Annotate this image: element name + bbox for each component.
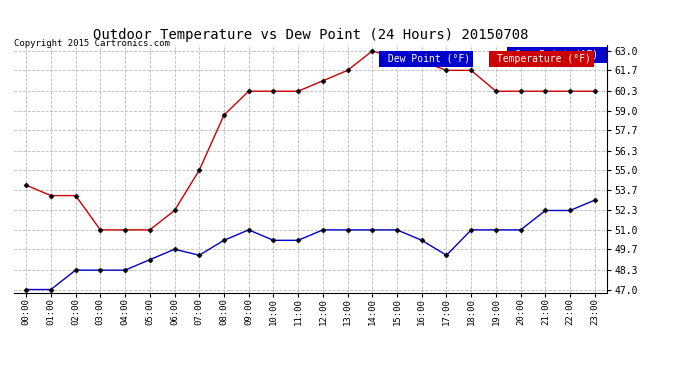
- Text: Dew Point (°F): Dew Point (°F): [510, 50, 604, 60]
- Text: Temperature (°F): Temperature (°F): [491, 54, 591, 64]
- Text: Dew Point (°F): Dew Point (°F): [382, 54, 470, 64]
- Title: Outdoor Temperature vs Dew Point (24 Hours) 20150708: Outdoor Temperature vs Dew Point (24 Hou…: [92, 28, 529, 42]
- Text: Copyright 2015 Cartronics.com: Copyright 2015 Cartronics.com: [14, 39, 170, 48]
